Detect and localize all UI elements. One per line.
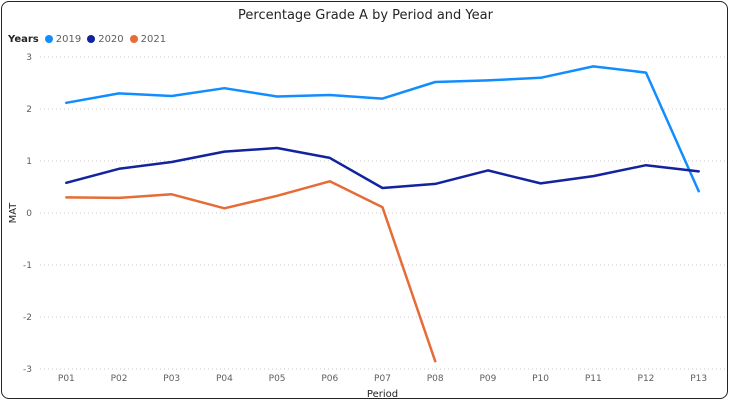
x-tick-label-P11: P11 (585, 374, 602, 384)
x-tick-label-P08: P08 (427, 374, 444, 384)
x-tick-label-P10: P10 (532, 374, 549, 384)
x-axis-title: Period (367, 389, 398, 400)
series-line-2021 (65, 180, 437, 363)
legend-label-2019: 2019 (55, 33, 82, 45)
x-tick-label-P03: P03 (163, 374, 180, 384)
legend-dot-2019 (44, 35, 53, 43)
data-point-2021-P08 (433, 359, 437, 363)
data-point-2021-P04 (222, 206, 226, 210)
x-tick-label-P12: P12 (638, 374, 655, 384)
data-point-2020-P07 (381, 186, 385, 190)
data-point-2019-P06 (328, 93, 332, 97)
y-tick-label: -2 (23, 313, 32, 323)
legend-label-2021: 2021 (140, 33, 167, 45)
y-tick-label: -1 (23, 261, 32, 271)
x-tick-label-P04: P04 (216, 374, 233, 384)
x-tick-label-P13: P13 (690, 374, 707, 384)
legend-item-2020[interactable]: 2020 (87, 33, 124, 45)
y-tick-label: 3 (26, 53, 32, 63)
series-line-2019 (65, 65, 700, 193)
legend-title: Years (8, 33, 39, 45)
data-point-2019-P12 (644, 71, 648, 75)
data-point-2020-P11 (591, 174, 595, 178)
data-point-2020-P02 (117, 167, 121, 171)
data-point-2020-P05 (275, 146, 279, 150)
data-point-2019-P13 (697, 189, 701, 193)
data-point-2020-P13 (697, 169, 701, 173)
data-point-2019-P03 (170, 94, 174, 98)
y-axis-title: MAT (8, 202, 19, 224)
y-tick-label: 1 (26, 157, 32, 167)
data-point-2020-P09 (486, 168, 490, 172)
data-point-2019-P02 (117, 91, 121, 95)
data-point-2021-P05 (275, 194, 279, 198)
legend: Years 2019 2020 2021 (8, 32, 172, 46)
data-point-2019-P08 (433, 80, 437, 84)
chart-title: Percentage Grade A by Period and Year (238, 8, 493, 23)
data-point-2020-P10 (539, 181, 543, 185)
data-point-2019-P04 (222, 86, 226, 90)
legend-item-2021[interactable]: 2021 (129, 33, 167, 45)
data-point-2019-P05 (275, 95, 279, 99)
legend-dot-2020 (87, 35, 96, 43)
data-point-2019-P09 (486, 78, 490, 82)
legend-dot-2021 (129, 35, 138, 43)
data-point-2021-P07 (381, 205, 385, 209)
data-point-2021-P01 (64, 195, 68, 199)
legend-label-2020: 2020 (98, 33, 124, 45)
data-point-2020-P03 (170, 160, 174, 164)
x-tick-label-P02: P02 (111, 374, 128, 384)
y-tick-label: -3 (23, 365, 32, 375)
data-point-2021-P06 (328, 179, 332, 183)
data-point-2020-P06 (328, 156, 332, 160)
x-tick-label-P01: P01 (58, 374, 75, 384)
data-point-2019-P10 (539, 76, 543, 80)
data-point-2019-P11 (591, 64, 595, 68)
data-point-2019-P01 (64, 101, 68, 105)
data-point-2020-P12 (644, 163, 648, 167)
x-tick-label-P05: P05 (269, 374, 286, 384)
data-point-2020-P08 (433, 182, 437, 186)
data-point-2020-P04 (222, 150, 226, 154)
x-tick-label-P07: P07 (374, 374, 391, 384)
data-point-2020-P01 (64, 181, 68, 185)
data-point-2021-P02 (117, 196, 121, 200)
y-tick-label: 0 (26, 209, 32, 219)
y-tick-label: 2 (26, 105, 32, 115)
legend-item-2019[interactable]: 2019 (44, 33, 82, 45)
data-point-2019-P07 (381, 97, 385, 101)
x-tick-label-P09: P09 (479, 374, 496, 384)
x-tick-label-P06: P06 (321, 374, 338, 384)
data-point-2021-P03 (170, 192, 174, 196)
series-line-2020 (65, 146, 700, 190)
